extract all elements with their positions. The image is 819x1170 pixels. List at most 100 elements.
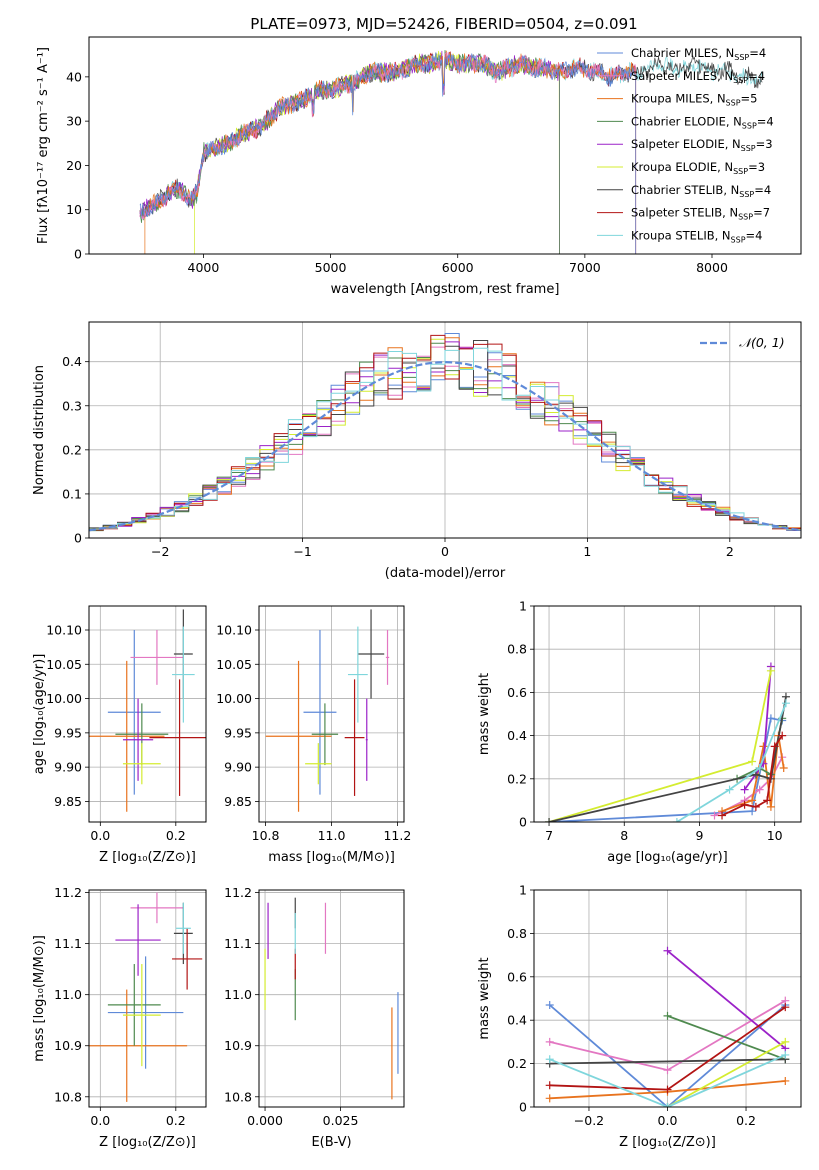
mass-weight-line bbox=[548, 696, 787, 822]
y-axis-label: mass [log₁₀(M/M⊙)] bbox=[32, 935, 47, 1062]
spectrum-line bbox=[139, 52, 637, 254]
panel-mass_weight_vs_Z: −0.2 0.0 0.2 0 0.2 0.4 0.6 0.8 1 Z [log₁₀(Z/Z⊙)] m… bbox=[477, 883, 802, 1150]
figure-title: PLATE=0973, MJD=52426, FIBERID=0504, z=0… bbox=[250, 15, 637, 33]
y-tick-label: 10.05 bbox=[46, 657, 82, 672]
data-point-marker bbox=[766, 714, 775, 723]
y-tick-label: 9.85 bbox=[54, 794, 82, 809]
plot-frame bbox=[88, 605, 207, 823]
y-tick-label: 0 bbox=[74, 247, 82, 262]
mass-weight-line bbox=[549, 1004, 786, 1107]
x-tick-label: 7000 bbox=[569, 260, 601, 275]
x-tick-label: 0.0 bbox=[658, 1113, 678, 1128]
y-axis-label: mass weight bbox=[477, 957, 492, 1039]
legend-suffix: =4 bbox=[748, 69, 765, 83]
data-point-marker bbox=[748, 807, 757, 816]
legend-sub: SSP bbox=[733, 76, 748, 85]
x-axis-label: wavelength [Angstrom, rest frame] bbox=[331, 282, 560, 297]
y-tick-label: 0.8 bbox=[507, 642, 527, 657]
y-tick-label: 10.8 bbox=[54, 1089, 82, 1104]
legend-label: Salpeter MILES, N bbox=[631, 69, 733, 83]
plot-frame bbox=[258, 889, 405, 1108]
data-point-marker bbox=[766, 802, 775, 811]
y-tick-label: 10.10 bbox=[216, 623, 252, 638]
x-tick-label: 6000 bbox=[442, 260, 474, 275]
y-tick-label: 0 bbox=[519, 1100, 527, 1115]
y-tick-label: 0.3 bbox=[62, 398, 82, 413]
data-point-marker bbox=[545, 1081, 554, 1090]
x-axis-label: age [log₁₀(age/yr)] bbox=[607, 850, 728, 865]
y-tick-label: 0.6 bbox=[507, 969, 527, 984]
data-point-marker bbox=[718, 811, 727, 820]
data-point-marker bbox=[545, 818, 554, 822]
x-tick-label: −0.2 bbox=[574, 1113, 604, 1128]
data-point-marker bbox=[755, 764, 764, 772]
y-tick-label: 9.95 bbox=[54, 725, 82, 740]
data-point-marker bbox=[781, 699, 790, 708]
x-tick-label: 0.2 bbox=[166, 1113, 186, 1128]
x-tick-label: 11.0 bbox=[318, 828, 346, 843]
y-tick-label: 11.2 bbox=[54, 885, 82, 900]
data-point-marker bbox=[663, 946, 672, 955]
legend-entry: 𝒩(0, 1) bbox=[739, 335, 785, 350]
legend-suffix: =4 bbox=[749, 46, 766, 60]
y-tick-label: 0.6 bbox=[507, 685, 527, 700]
data-point-marker bbox=[545, 1037, 554, 1046]
legend-suffix: =4 bbox=[757, 114, 774, 128]
data-point-marker bbox=[770, 742, 779, 751]
data-point-marker bbox=[755, 785, 764, 794]
legend-sub: SSP bbox=[741, 144, 756, 153]
mass-weight-line bbox=[721, 735, 783, 817]
x-tick-label: 5000 bbox=[315, 260, 347, 275]
data-point-marker bbox=[545, 1001, 554, 1010]
y-tick-label: 10.9 bbox=[224, 1038, 252, 1053]
x-tick-label: −1 bbox=[293, 544, 311, 559]
y-tick-label: 11.0 bbox=[224, 987, 252, 1002]
data-point-marker bbox=[759, 742, 768, 751]
legend-entry: Kroupa STELIB, NSSP=4 bbox=[631, 228, 762, 244]
y-tick-label: 11.1 bbox=[224, 936, 252, 951]
data-point-marker bbox=[751, 770, 760, 779]
legend-sub: SSP bbox=[734, 53, 749, 62]
y-tick-label: 10.10 bbox=[46, 623, 82, 638]
x-tick-label: 8 bbox=[620, 828, 628, 843]
plot-frame bbox=[88, 321, 802, 539]
data-point-marker bbox=[663, 1066, 672, 1075]
x-axis-label: Z [log₁₀(Z/Z⊙)] bbox=[99, 850, 196, 865]
x-tick-label: 0 bbox=[441, 544, 449, 559]
x-tick-label: 2 bbox=[726, 544, 734, 559]
x-axis-label: E(B-V) bbox=[311, 1135, 351, 1150]
legend-suffix: =3 bbox=[756, 137, 773, 151]
data-point-marker bbox=[781, 1050, 790, 1059]
y-tick-label: 9.90 bbox=[54, 760, 82, 775]
y-tick-label: 0.4 bbox=[62, 354, 82, 369]
legend-sub: SSP bbox=[733, 167, 748, 176]
data-point-marker bbox=[781, 1003, 790, 1012]
y-tick-label: 11.2 bbox=[224, 885, 252, 900]
x-tick-label: 8000 bbox=[696, 260, 728, 275]
data-point-marker bbox=[710, 811, 719, 820]
y-tick-label: 0 bbox=[74, 531, 82, 546]
y-axis-label: Normed distribution bbox=[32, 365, 47, 495]
data-point-marker bbox=[781, 1037, 790, 1046]
legend-entry: Chabrier STELIB, NSSP=4 bbox=[631, 183, 771, 199]
legend-label: Chabrier STELIB, N bbox=[631, 183, 739, 197]
y-tick-label: 0.2 bbox=[62, 442, 82, 457]
x-tick-label: 4000 bbox=[188, 260, 220, 275]
legend-entry: Salpeter STELIB, NSSP=7 bbox=[631, 206, 770, 222]
legend-suffix: =4 bbox=[746, 228, 763, 242]
y-tick-label: 9.95 bbox=[224, 725, 252, 740]
x-axis-label: Z [log₁₀(Z/Z⊙)] bbox=[619, 1135, 716, 1150]
x-tick-label: 0.0 bbox=[90, 828, 110, 843]
y-tick-label: 0.2 bbox=[507, 771, 527, 786]
legend-label: Kroupa MILES, N bbox=[631, 92, 726, 106]
legend-label: Chabrier MILES, N bbox=[631, 46, 734, 60]
y-axis-label: Flux [fλ10⁻¹⁷ erg cm⁻² s⁻¹ A⁻¹] bbox=[36, 47, 51, 244]
plot-frame bbox=[88, 36, 802, 255]
mass-weight-line bbox=[667, 1041, 786, 1107]
y-tick-label: 11.0 bbox=[54, 987, 82, 1002]
data-point-marker bbox=[672, 818, 681, 822]
legend-entry: Kroupa ELODIE, NSSP=3 bbox=[631, 160, 765, 176]
legend-label: Salpeter ELODIE, N bbox=[631, 137, 741, 151]
legend-suffix: =3 bbox=[748, 160, 765, 174]
